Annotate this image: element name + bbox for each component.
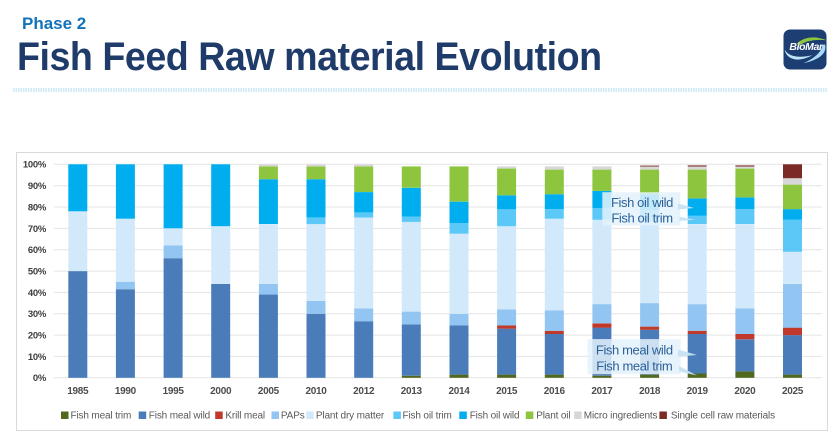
svg-text:2000: 2000	[210, 386, 232, 397]
svg-text:80%: 80%	[28, 202, 47, 213]
svg-text:0%: 0%	[33, 373, 47, 384]
svg-text:Fish oil trim: Fish oil trim	[403, 411, 452, 422]
svg-text:2013: 2013	[401, 386, 423, 397]
svg-text:Krill meal: Krill meal	[225, 411, 265, 422]
svg-text:1985: 1985	[67, 386, 89, 397]
svg-text:Fish meal wild: Fish meal wild	[149, 411, 210, 422]
svg-text:2017: 2017	[591, 386, 613, 397]
svg-text:2018: 2018	[639, 386, 661, 397]
svg-text:2025: 2025	[782, 386, 804, 397]
svg-text:50%: 50%	[28, 267, 47, 278]
svg-text:1990: 1990	[115, 386, 137, 397]
svg-text:70%: 70%	[28, 224, 47, 235]
svg-text:2012: 2012	[353, 386, 375, 397]
svg-text:40%: 40%	[28, 288, 47, 299]
svg-text:2015: 2015	[496, 386, 518, 397]
svg-text:Fish meal trim: Fish meal trim	[596, 359, 672, 374]
svg-text:Plant oil: Plant oil	[536, 411, 570, 422]
svg-text:60%: 60%	[28, 245, 47, 256]
svg-text:20%: 20%	[28, 331, 47, 342]
svg-text:Fish oil trim: Fish oil trim	[611, 211, 672, 226]
svg-text:2016: 2016	[544, 386, 566, 397]
svg-text:PAPs: PAPs	[281, 411, 305, 422]
svg-text:10%: 10%	[28, 352, 47, 363]
svg-text:100%: 100%	[23, 160, 47, 171]
svg-text:Micro ingredients: Micro ingredients	[584, 411, 658, 422]
svg-text:1995: 1995	[163, 386, 185, 397]
svg-text:BioMar: BioMar	[789, 41, 824, 53]
svg-text:Plant dry matter: Plant dry matter	[316, 411, 385, 422]
svg-text:Fish meal wild: Fish meal wild	[596, 343, 673, 358]
svg-text:Fish oil wild: Fish oil wild	[611, 195, 673, 210]
svg-text:Fish oil wild: Fish oil wild	[470, 411, 520, 422]
svg-text:2010: 2010	[305, 386, 327, 397]
svg-text:90%: 90%	[28, 181, 47, 192]
svg-text:2005: 2005	[258, 386, 280, 397]
svg-text:Fish meal trim: Fish meal trim	[71, 411, 132, 422]
svg-text:2020: 2020	[734, 386, 756, 397]
svg-text:2019: 2019	[687, 386, 709, 397]
svg-text:30%: 30%	[28, 309, 47, 320]
svg-text:Single cell raw materials: Single cell raw materials	[671, 411, 775, 422]
svg-text:2014: 2014	[448, 386, 470, 397]
